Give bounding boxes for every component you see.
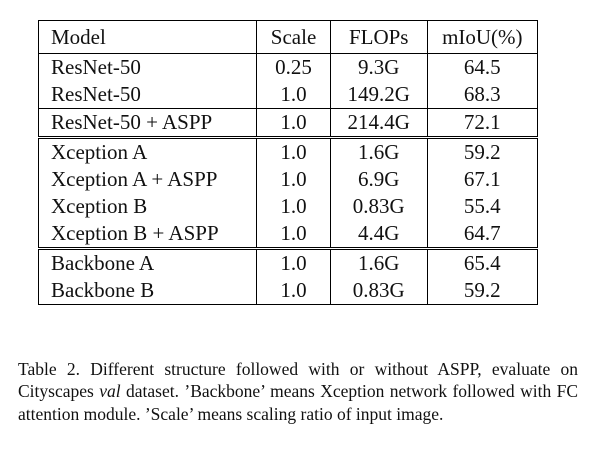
cell-model: Xception A + ASPP xyxy=(37,166,258,193)
header-scale: Scale xyxy=(256,20,331,54)
table-body: ResNet-50 0.25 9.3G 64.5 ResNet-50 1.0 1… xyxy=(37,53,539,305)
cell-model: ResNet-50 xyxy=(37,81,258,109)
cell-scale: 0.25 xyxy=(256,53,331,81)
table-row: Xception B + ASPP 1.0 4.4G 64.7 xyxy=(37,220,539,249)
cell-miou: 55.4 xyxy=(427,193,539,220)
results-table: Model Scale FLOPs mIoU(%) ResNet-50 0.25… xyxy=(37,20,539,305)
cell-model: Xception A xyxy=(37,136,258,166)
cell-scale: 1.0 xyxy=(256,81,331,109)
cell-scale: 1.0 xyxy=(256,247,331,277)
cell-model: Xception B xyxy=(37,193,258,220)
cell-model: ResNet-50 + ASPP xyxy=(37,108,258,138)
cell-miou: 64.7 xyxy=(427,220,539,249)
cell-miou: 64.5 xyxy=(427,53,539,81)
cell-flops: 0.83G xyxy=(330,277,428,305)
cell-flops: 1.6G xyxy=(330,136,428,166)
table-row: ResNet-50 1.0 149.2G 68.3 xyxy=(37,81,539,109)
cell-flops: 214.4G xyxy=(330,108,428,138)
table-header: Model Scale FLOPs mIoU(%) xyxy=(37,20,539,54)
cell-scale: 1.0 xyxy=(256,277,331,305)
cell-miou: 68.3 xyxy=(427,81,539,109)
table-row: Xception A + ASPP 1.0 6.9G 67.1 xyxy=(37,166,539,193)
header-row: Model Scale FLOPs mIoU(%) xyxy=(37,20,539,54)
cell-model: Xception B + ASPP xyxy=(37,220,258,249)
caption-label: Table 2. xyxy=(18,358,81,379)
cell-miou: 59.2 xyxy=(427,277,539,305)
cell-model: Backbone A xyxy=(37,247,258,277)
table-row: ResNet-50 0.25 9.3G 64.5 xyxy=(37,53,539,81)
table-row: Xception B 1.0 0.83G 55.4 xyxy=(37,193,539,220)
cell-miou: 65.4 xyxy=(427,247,539,277)
header-model: Model xyxy=(37,20,258,54)
cell-scale: 1.0 xyxy=(256,136,331,166)
table-caption: Table 2. Different structure followed wi… xyxy=(18,358,578,426)
caption-text-end: dataset. ’Backbone’ means Xception netwo… xyxy=(18,381,578,424)
table-row: Xception A 1.0 1.6G 59.2 xyxy=(37,136,539,166)
cell-flops: 6.9G xyxy=(330,166,428,193)
table-row: Backbone A 1.0 1.6G 65.4 xyxy=(37,247,539,277)
cell-flops: 1.6G xyxy=(330,247,428,277)
cell-scale: 1.0 xyxy=(256,166,331,193)
cell-miou: 67.1 xyxy=(427,166,539,193)
cell-model: Backbone B xyxy=(37,277,258,305)
cell-miou: 59.2 xyxy=(427,136,539,166)
caption-text: Different structure followed with or wit… xyxy=(18,358,578,402)
caption-italic-val: val xyxy=(99,381,121,401)
cell-miou: 72.1 xyxy=(427,108,539,138)
header-flops: FLOPs xyxy=(330,20,428,54)
cell-flops: 4.4G xyxy=(330,220,428,249)
cell-flops: 0.83G xyxy=(330,193,428,220)
table-row: ResNet-50 + ASPP 1.0 214.4G 72.1 xyxy=(37,108,539,138)
cell-scale: 1.0 xyxy=(256,220,331,249)
cell-flops: 149.2G xyxy=(330,81,428,109)
cell-scale: 1.0 xyxy=(256,108,331,138)
table-row: Backbone B 1.0 0.83G 59.2 xyxy=(37,277,539,305)
cell-model: ResNet-50 xyxy=(37,53,258,81)
cell-flops: 9.3G xyxy=(330,53,428,81)
header-miou: mIoU(%) xyxy=(427,20,539,54)
cell-scale: 1.0 xyxy=(256,193,331,220)
